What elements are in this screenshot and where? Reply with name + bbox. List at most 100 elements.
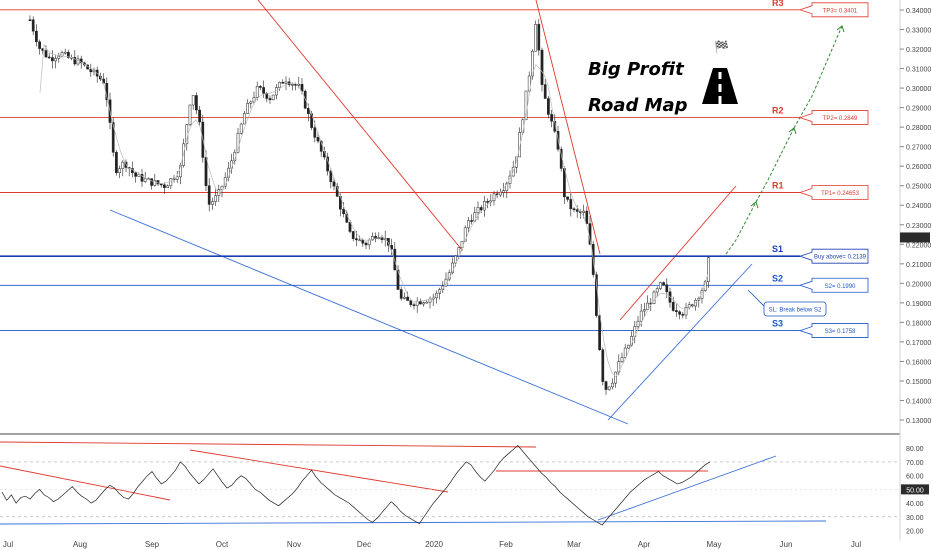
level-label-r3: R3 <box>772 0 784 8</box>
time-tick-label: Oct <box>216 540 229 549</box>
candle-body <box>153 180 157 186</box>
candle-body <box>681 314 685 316</box>
candle-body <box>195 95 198 111</box>
price-tick-label: 0.27000 <box>906 145 931 152</box>
candle-body <box>211 201 214 205</box>
resistance-trendline <box>535 0 601 255</box>
candle-body <box>134 172 137 177</box>
osc-tick-label: 70.00 <box>906 460 924 467</box>
candle-body <box>611 382 614 388</box>
candle-body <box>393 248 397 271</box>
candle-body <box>585 210 589 224</box>
candle-body <box>191 95 195 106</box>
candle-body <box>527 75 531 92</box>
price-tick-label: 0.20000 <box>906 281 931 288</box>
candle-body <box>598 315 601 351</box>
candle-body <box>543 84 547 99</box>
oscillator-line <box>1 445 711 526</box>
level-tag-text-r1: TP1= 0.24653 <box>821 191 860 197</box>
price-tick-label: 0.16000 <box>906 359 931 366</box>
projection-leg-2 <box>755 127 795 203</box>
candle-body <box>31 19 35 32</box>
candle-body <box>575 209 579 212</box>
candle-body <box>678 311 681 315</box>
candle-body <box>243 113 246 125</box>
osc-tick-label: 20.00 <box>906 529 924 536</box>
time-tick-label: Apr <box>638 540 651 549</box>
trend-lines <box>0 0 827 525</box>
price-tick-label: 0.18000 <box>906 320 931 327</box>
candle-body <box>483 201 486 211</box>
candle-body <box>159 183 163 186</box>
osc-support-line <box>0 520 827 525</box>
candle-body <box>665 284 669 293</box>
candle-body <box>607 386 611 390</box>
candle-body <box>451 262 454 273</box>
time-tick-label: 2020 <box>425 540 443 549</box>
candle-body <box>278 81 281 88</box>
candle-body <box>371 236 374 241</box>
osc-resistance-line <box>0 441 537 448</box>
stoploss-callout-box <box>763 301 827 317</box>
candle-body <box>265 93 269 99</box>
candle-body <box>457 247 461 257</box>
price-tick-label: 0.33000 <box>906 28 931 35</box>
level-tag-s3 <box>798 323 869 338</box>
candle-body <box>454 255 457 264</box>
price-tick-label: 0.17000 <box>906 340 931 347</box>
candle-body <box>220 185 224 190</box>
candle-body <box>614 371 617 384</box>
candle-body <box>67 51 70 58</box>
candle-body <box>643 309 646 312</box>
price-axis: 0.34000 0.33000 0.32000 0.31000 0.30000 0.290… <box>900 8 931 425</box>
candle-body <box>51 57 54 62</box>
stoploss-pointer <box>747 289 765 307</box>
price-tick-label: 0.23000 <box>906 223 931 230</box>
time-tick-label: Sep <box>145 540 160 549</box>
candle-body <box>239 123 243 134</box>
candle-body <box>121 161 125 169</box>
price-tick-label: 0.32000 <box>906 47 931 54</box>
candle-body <box>659 282 662 289</box>
candle-body <box>502 190 505 193</box>
candle-body <box>367 239 371 246</box>
candle-body <box>518 132 521 158</box>
level-label-s2: S2 <box>772 273 783 283</box>
candle-body <box>150 178 153 186</box>
candle-body <box>115 152 118 173</box>
candle-body <box>163 184 166 188</box>
level-label-r2: R2 <box>772 106 784 116</box>
candle-body <box>550 114 553 122</box>
candle-body <box>28 19 32 22</box>
arrowhead-icon <box>750 201 759 209</box>
candle-body <box>675 310 678 313</box>
candle-body <box>425 301 429 304</box>
candle-body <box>111 122 115 153</box>
candle-body <box>342 208 345 215</box>
candle-body <box>399 289 403 299</box>
candle-body <box>355 238 358 241</box>
candle-body <box>313 127 317 138</box>
candle-body <box>639 310 643 322</box>
candle-body <box>415 300 419 306</box>
price-levels: R3 R2 R1 S1 S2 S3 <box>0 0 800 332</box>
price-tick-label: 0.25000 <box>906 184 931 191</box>
level-tag-text-r2: TP2= 0.2849 <box>823 116 858 122</box>
candle-body <box>662 282 665 285</box>
candle-body <box>364 242 368 246</box>
price-tick-label: 0.21000 <box>906 262 931 269</box>
projection-arrows <box>725 25 845 255</box>
candle-body <box>671 302 675 311</box>
candle-body <box>57 55 61 59</box>
candle-body <box>684 306 688 316</box>
candle-body <box>198 109 201 123</box>
candle-body <box>572 208 576 211</box>
candle-body <box>63 51 67 54</box>
osc-tick-label: 30.00 <box>906 515 924 522</box>
candle-body <box>316 137 320 142</box>
candle-body <box>271 94 275 101</box>
projection-leg-1 <box>725 201 757 255</box>
candle-body <box>44 50 48 58</box>
osc-resistance-line <box>0 465 171 501</box>
